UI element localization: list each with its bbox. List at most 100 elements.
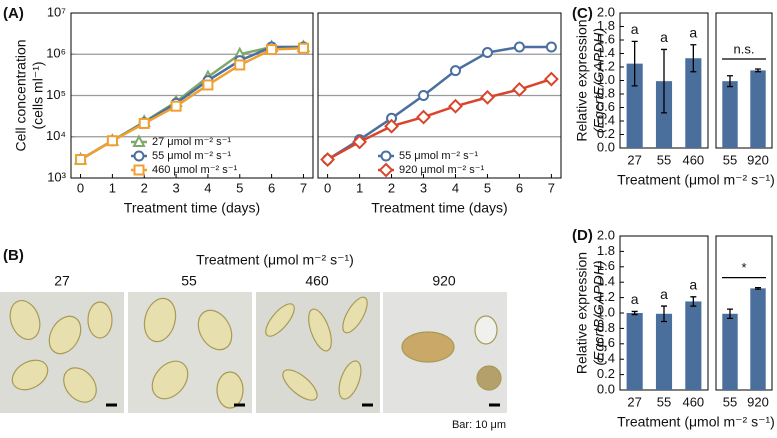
annotation: a — [660, 286, 668, 302]
y-tick-label: 10³ — [47, 169, 66, 184]
error-bar — [631, 310, 638, 316]
bar — [750, 288, 766, 390]
y-tick-label: 0.0 — [597, 139, 615, 154]
x-tick-label: 0 — [324, 180, 331, 195]
x-tick-label: 5 — [484, 180, 491, 195]
marker — [138, 117, 150, 129]
y-tick-label: 0.2 — [597, 126, 615, 141]
x-tick-label: 27 — [627, 152, 641, 167]
x-tick-label: 4 — [204, 180, 211, 195]
micrograph-title: Treatment (μmol m⁻² s⁻¹) — [196, 252, 354, 268]
marker — [481, 47, 493, 59]
y-tick-label: 2.0 — [597, 4, 615, 19]
x-tick-label: 3 — [172, 180, 179, 195]
legend-marker — [378, 162, 394, 178]
marker — [418, 90, 430, 101]
legend-marker — [133, 150, 145, 162]
error-bar — [661, 305, 667, 323]
legend-label: 27 μmol m⁻² s⁻¹ — [152, 136, 231, 148]
marker — [352, 134, 367, 150]
marker — [266, 44, 278, 56]
x-tick-label: 7 — [300, 180, 307, 195]
x-axis-label: Treatment time (days) — [124, 200, 260, 216]
y-tick-label: 0.2 — [597, 366, 615, 381]
marker — [543, 71, 559, 87]
bar — [722, 313, 738, 390]
x-tick-label: 55 — [657, 152, 671, 167]
bar — [655, 313, 673, 390]
y-tick-label: 1.8 — [597, 243, 615, 258]
marker — [75, 154, 87, 166]
x-tick-label: 920 — [747, 394, 769, 409]
plot-frame — [70, 12, 314, 179]
cells — [9, 296, 502, 409]
y-tick-label: 0.0 — [597, 381, 615, 396]
x-tick-label: 0 — [77, 180, 84, 195]
bar — [750, 70, 766, 148]
y-axis-label: Relative expression — [574, 19, 590, 141]
x-axis-label: Treatment time (days) — [371, 200, 507, 216]
y-tick-label: 1.6 — [597, 31, 615, 46]
scale-note: Bar: 10 μm — [452, 419, 506, 431]
annotation: a — [689, 24, 697, 40]
y-axis-label: (EgcrtE/GAPDH) — [591, 28, 607, 133]
marker — [320, 152, 336, 167]
legend-marker — [380, 150, 392, 162]
micrograph-label: 27 — [54, 273, 70, 289]
y-tick-label: 1.2 — [597, 289, 615, 304]
y-tick-label: 10⁴ — [46, 128, 66, 143]
marker — [513, 41, 525, 53]
x-axis-label: Treatment (μmol m⁻² s⁻¹) — [617, 414, 775, 430]
plot-frame — [317, 12, 562, 179]
x-tick-label: 460 — [682, 152, 704, 167]
x-tick-label: 27 — [627, 394, 641, 409]
marker — [416, 109, 431, 125]
y-axis-label: Cell concentration — [13, 39, 29, 151]
error-bar — [755, 286, 761, 290]
annotation: * — [741, 260, 746, 275]
y-tick-label: 10⁷ — [47, 4, 66, 19]
micrograph-label: 55 — [181, 273, 197, 289]
x-tick-label: 55 — [657, 394, 671, 409]
x-tick-label: 7 — [548, 180, 555, 195]
legend-marker — [133, 164, 145, 176]
legend-label: 460 μmol m⁻² s⁻¹ — [152, 164, 238, 176]
plot-frame — [715, 12, 773, 149]
panel-label: (A) — [3, 5, 24, 22]
x-axis-label: Treatment (μmol m⁻² s⁻¹) — [617, 172, 775, 188]
y-tick-label: 1.0 — [597, 304, 615, 319]
micrograph-label: 920 — [432, 273, 456, 289]
y-tick-label: 0.8 — [597, 85, 615, 100]
x-tick-label: 2 — [141, 180, 148, 195]
y-tick-label: 0.6 — [597, 335, 615, 350]
marker — [297, 42, 309, 54]
x-tick-label: 6 — [268, 180, 275, 195]
marker — [545, 41, 557, 53]
y-tick-label: 10⁶ — [46, 46, 66, 61]
micrographs — [0, 292, 507, 413]
bar — [685, 58, 702, 148]
y-tick-label: 1.8 — [597, 18, 615, 33]
x-tick-label: 5 — [236, 180, 243, 195]
marker — [234, 59, 246, 71]
legend-label: 55 μmol m⁻² s⁻¹ — [399, 150, 478, 162]
y-tick-label: 2.0 — [597, 227, 615, 242]
bar — [626, 313, 643, 390]
panel-label: (D) — [572, 227, 593, 244]
error-bar — [631, 40, 638, 87]
marker — [106, 135, 118, 147]
marker — [170, 100, 182, 112]
error-bar — [727, 308, 733, 320]
y-tick-label: 1.6 — [597, 258, 615, 273]
y-tick-label: 1.4 — [597, 274, 615, 289]
x-tick-label: 55 — [723, 394, 737, 409]
y-axis-label: (cells ml⁻¹) — [30, 61, 46, 129]
marker — [449, 65, 461, 77]
marker — [448, 98, 463, 114]
legend-label: 55 μmol m⁻² s⁻¹ — [152, 150, 231, 162]
annotation: a — [631, 21, 639, 37]
micrograph-label: 460 — [305, 273, 329, 289]
error-bar — [661, 48, 667, 114]
y-tick-label: 10⁵ — [46, 87, 66, 102]
